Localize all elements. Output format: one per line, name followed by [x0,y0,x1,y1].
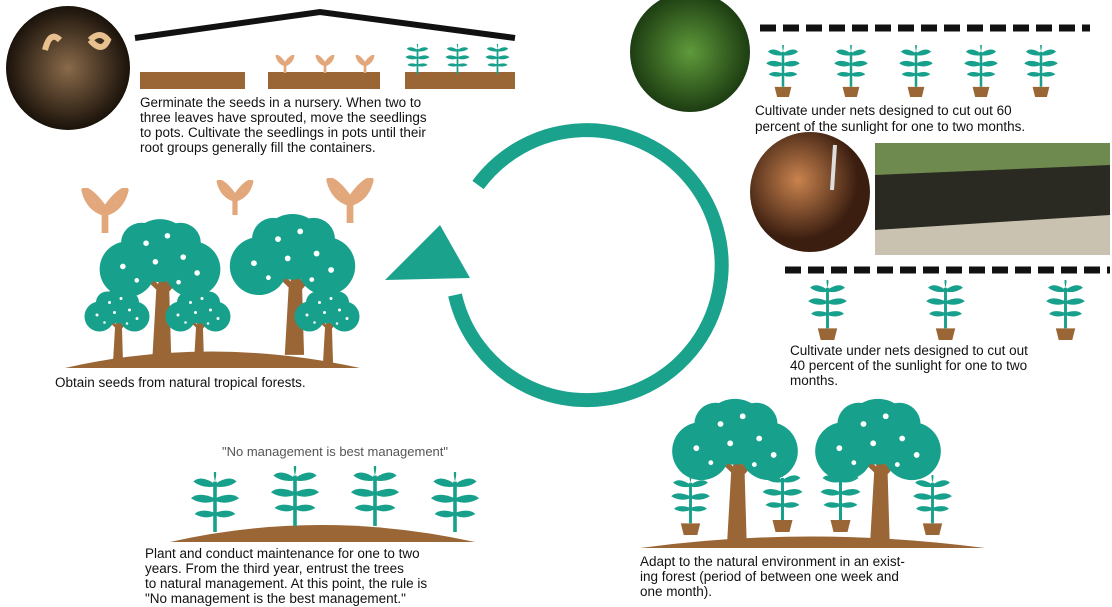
step-text: ing forest (period of between one week a… [640,569,899,584]
step-text: Adapt to the natural environment in an e… [640,554,905,569]
potted-seedlings [808,278,1085,340]
arrow-head [385,225,470,280]
nursery-roof [135,12,515,38]
cycle-arrow [455,130,722,400]
potted-seedlings [766,43,1058,97]
photo-root [750,132,870,252]
ground [640,537,985,549]
ground [65,352,360,369]
step-text: percent of the sunlight for one to two m… [755,119,1025,134]
step-text: to natural management. At this point, th… [145,576,427,591]
step-text: root groups generally fill the container… [140,140,376,155]
step-text: Germinate the seeds in a nursery. When t… [140,95,421,110]
planted-seedlings [191,464,479,532]
nursery-beds [140,72,515,89]
diagram: Germinate the seeds in a nursery. When t… [0,0,1112,607]
step-text: months. [790,373,838,388]
step-text: three leaves have sprouted, move the see… [140,110,427,125]
photo-germination [6,6,130,130]
step-text: Cultivate under nets designed to cut out… [755,103,1012,118]
step-text: 40 percent of the sunlight for one to tw… [790,358,1027,373]
forest-trees [672,399,941,540]
step-text: "No management is the best management." [145,591,406,606]
step-text: years. From the third year, entrust the … [145,561,404,576]
step-text: Plant and conduct maintenance for one to… [145,546,420,561]
nursery-seedlings [277,43,510,74]
step-text: Cultivate under nets designed to cut out [790,343,1028,358]
step-text: to pots. Cultivate the seedlings in pots… [140,125,426,140]
forest-trees [85,214,360,362]
quote: "No management is best management" [222,444,448,459]
photo-seedlings [630,0,750,112]
step-text: one month). [640,584,712,599]
step-text: Obtain seeds from natural tropical fores… [55,375,306,390]
